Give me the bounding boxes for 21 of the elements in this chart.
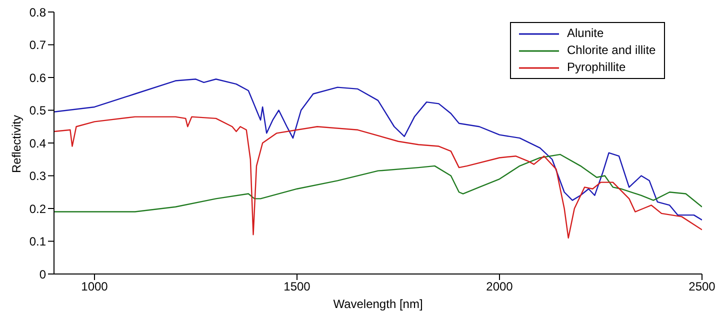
y-tick-label: 0.1 xyxy=(29,234,46,249)
x-tick-label: 2500 xyxy=(688,280,716,294)
legend-label: Alunite xyxy=(567,25,604,42)
legend-label: Pyrophillite xyxy=(567,59,626,76)
line-series xyxy=(54,116,702,239)
line-series xyxy=(54,78,702,221)
y-tick-label: 0.4 xyxy=(29,136,46,150)
y-tick-label: 0.6 xyxy=(29,70,46,85)
y-tick-label: 0.7 xyxy=(29,38,46,52)
x-tick-label: 2000 xyxy=(486,280,514,294)
line-series xyxy=(54,154,702,212)
legend-label: Chlorite and illite xyxy=(567,42,656,59)
x-axis-title: Wavelength [nm] xyxy=(333,297,423,311)
y-tick-label: 0.3 xyxy=(29,169,46,184)
y-tick-label: 0.8 xyxy=(29,5,46,20)
x-tick-label: 1500 xyxy=(284,280,311,294)
y-tick-label: 0 xyxy=(39,267,46,282)
x-tick-label: 1000 xyxy=(81,280,108,294)
y-axis-title: Reflectivity xyxy=(9,114,24,173)
y-tick-label: 0.5 xyxy=(29,104,46,118)
y-tick-label: 0.2 xyxy=(29,202,46,216)
